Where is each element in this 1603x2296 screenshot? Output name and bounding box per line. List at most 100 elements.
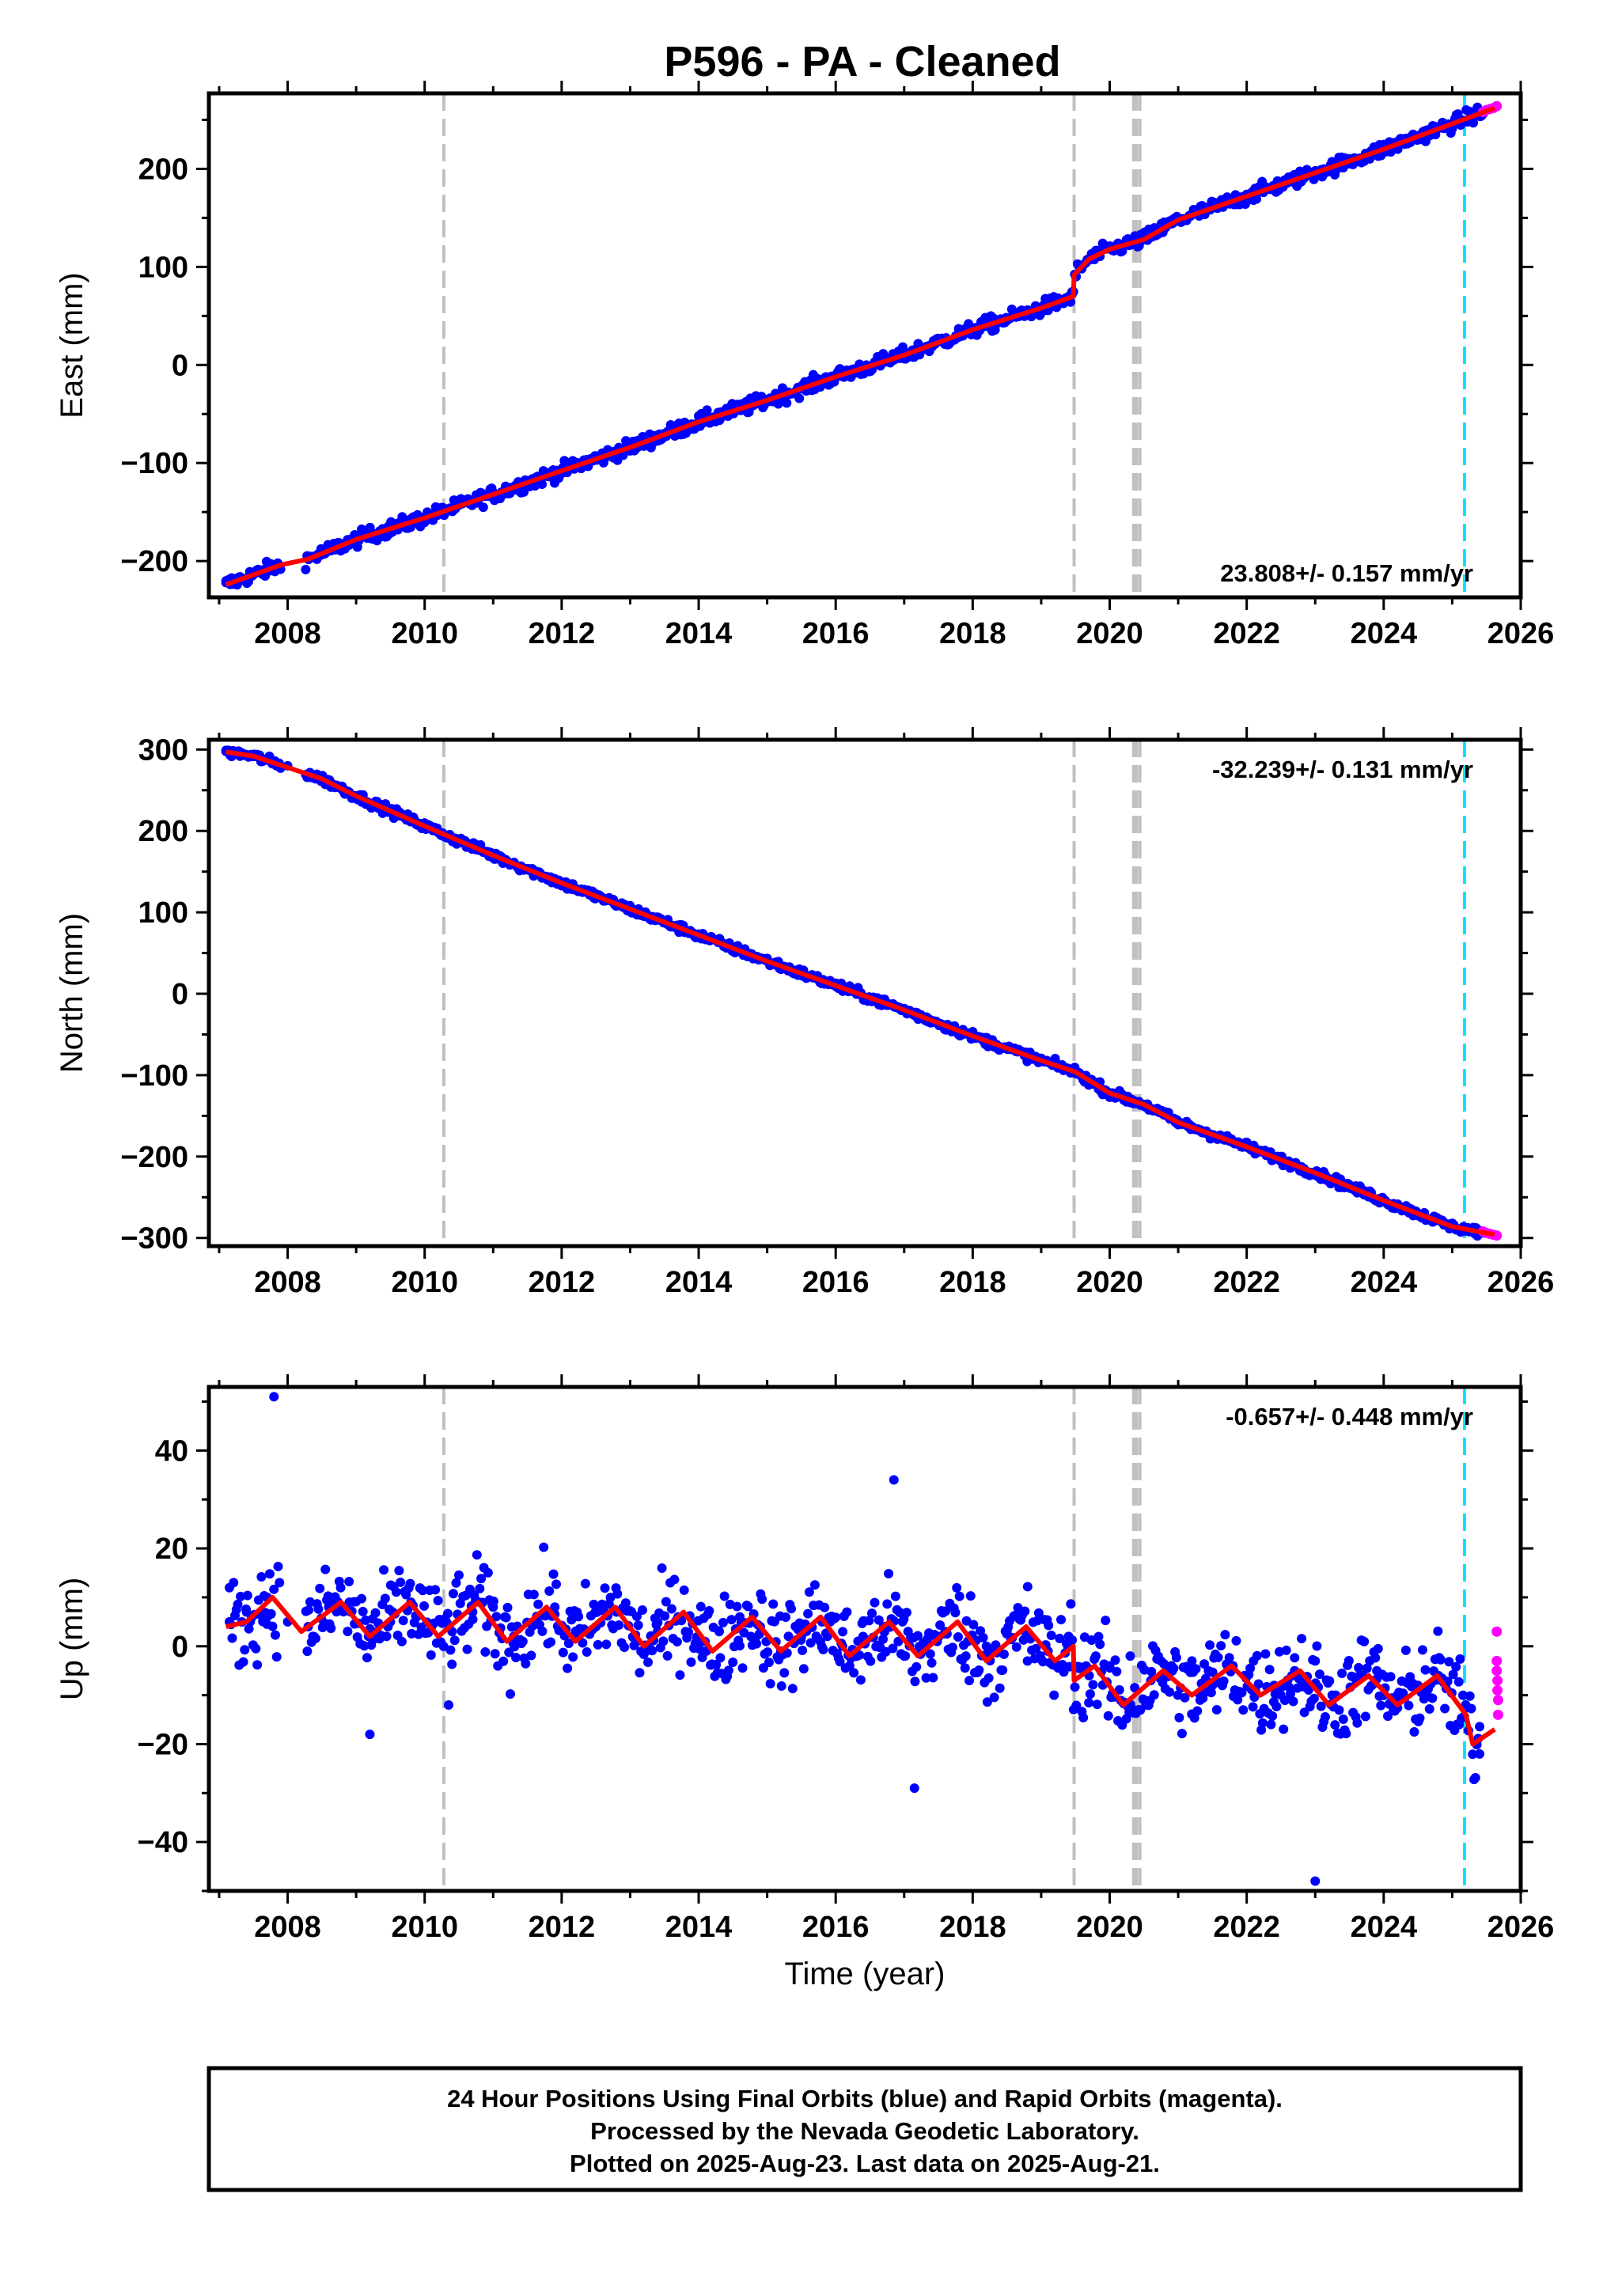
daily-position-dot (695, 1601, 706, 1612)
daily-position-dot (1046, 1631, 1056, 1641)
daily-position-dot (669, 1574, 680, 1585)
daily-position-dot (1233, 1695, 1243, 1705)
daily-position-dot (445, 1645, 456, 1655)
daily-position-dot (858, 1631, 868, 1642)
daily-position-dot (726, 1615, 737, 1625)
x-tick-label: 2022 (1213, 617, 1280, 650)
daily-position-dot (1084, 1698, 1094, 1708)
daily-position-dot (735, 1641, 745, 1651)
daily-position-dot (899, 1651, 909, 1661)
figure-title: P596 - PA - Cleaned (664, 38, 1060, 85)
rapid-position-dot (1492, 1695, 1503, 1706)
daily-position-dot (1180, 1692, 1190, 1703)
daily-position-dot (968, 1620, 979, 1630)
daily-position-dot (1468, 118, 1479, 128)
daily-position-dot (449, 1635, 460, 1646)
y-axis-label: East (mm) (55, 272, 89, 418)
footer-line-3: Plotted on 2025-Aug-23. Last data on 202… (570, 2150, 1160, 2177)
daily-position-dot (1245, 1663, 1256, 1673)
footer-line-2: Processed by the Nevada Geodetic Laborat… (590, 2117, 1139, 2145)
daily-position-dot (995, 1683, 1005, 1693)
daily-position-dot (1338, 1714, 1348, 1724)
x-tick-label: 2020 (1076, 1911, 1143, 1944)
daily-position-dot (490, 1649, 500, 1659)
daily-position-dot (1095, 1639, 1105, 1650)
daily-position-dot (1056, 1615, 1067, 1625)
daily-position-dot (1101, 1616, 1111, 1626)
daily-position-dot (558, 1647, 568, 1658)
daily-position-dot (1237, 1688, 1247, 1698)
daily-position-dot (1466, 1703, 1476, 1714)
rapid-position-dot (1492, 1709, 1503, 1720)
daily-position-dot (1213, 1652, 1223, 1662)
daily-position-dot (947, 1642, 957, 1653)
daily-position-dot (1470, 1773, 1480, 1783)
daily-position-dot (765, 1679, 775, 1689)
daily-position-dot (1309, 1693, 1319, 1703)
daily-position-dot (1451, 1661, 1461, 1672)
daily-position-dot (526, 1650, 536, 1661)
daily-position-dot (822, 1631, 832, 1642)
daily-position-dot (537, 479, 548, 490)
daily-position-dot (1253, 1679, 1264, 1689)
daily-position-dot (601, 1639, 612, 1650)
daily-position-dot (380, 1593, 390, 1604)
daily-position-dot (1435, 1654, 1446, 1665)
daily-position-dot (633, 1620, 643, 1631)
panel-frame (207, 91, 1523, 600)
daily-position-dot (820, 1602, 830, 1612)
daily-position-dot (890, 1591, 900, 1601)
daily-position-dot (660, 1611, 670, 1621)
daily-position-dot (251, 1643, 261, 1654)
daily-position-dot (1359, 1636, 1370, 1646)
y-tick-label: −40 (138, 1826, 188, 1859)
daily-position-dot (1417, 1645, 1427, 1655)
daily-position-dot (1031, 1643, 1041, 1654)
daily-position-dot (1088, 1680, 1098, 1690)
daily-position-dot (715, 1653, 726, 1663)
daily-position-dot (1085, 1689, 1095, 1699)
daily-position-dot (657, 1563, 667, 1573)
daily-position-dot (711, 1660, 722, 1670)
daily-position-dot (866, 1656, 876, 1666)
footer-box: 24 Hour Positions Using Final Orbits (bl… (207, 2066, 1523, 2192)
daily-position-dot (910, 1677, 920, 1687)
daily-position-dot (757, 1594, 767, 1605)
daily-position-dot (396, 1577, 406, 1587)
x-tick-label: 2018 (939, 1911, 1006, 1944)
daily-position-dot (302, 1646, 313, 1657)
daily-position-dot (545, 1637, 555, 1647)
daily-position-dot (1266, 1719, 1276, 1730)
daily-position-dot (1314, 1669, 1324, 1680)
daily-position-dot (952, 1582, 962, 1593)
daily-position-dot (1453, 1677, 1464, 1687)
y-tick-label: 100 (138, 251, 188, 284)
daily-position-dot (1211, 1705, 1222, 1715)
y-axis-label: North (mm) (55, 913, 89, 1073)
daily-position-dot (1049, 1690, 1059, 1700)
daily-position-dot (1376, 1700, 1386, 1711)
daily-position-dot (1248, 1702, 1258, 1712)
daily-position-dot (488, 1602, 498, 1612)
daily-position-dot (679, 1585, 689, 1595)
daily-position-dot (974, 1665, 984, 1675)
daily-position-dot (1174, 1713, 1184, 1723)
x-axis-label: Time (year) (785, 1957, 946, 1991)
model-fit-line (225, 749, 1495, 1237)
daily-position-dot (1337, 1669, 1347, 1679)
daily-position-dot (227, 1633, 237, 1643)
daily-position-dot (398, 1616, 408, 1626)
daily-position-dot (783, 1631, 794, 1642)
daily-position-dot (901, 1608, 911, 1618)
daily-position-dot (447, 1659, 457, 1669)
daily-position-dot (1002, 1627, 1012, 1637)
daily-position-dot (866, 1608, 877, 1619)
daily-position-dot (419, 1601, 430, 1611)
daily-position-dot (396, 1636, 407, 1646)
daily-position-dot (662, 1650, 673, 1661)
daily-position-dot (1078, 1712, 1089, 1722)
x-tick-label: 2020 (1076, 1266, 1143, 1299)
daily-position-dot (1256, 1725, 1267, 1735)
daily-position-dot (1206, 1688, 1216, 1698)
daily-position-dot (335, 1582, 346, 1593)
